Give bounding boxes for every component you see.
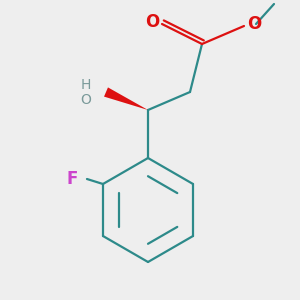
Polygon shape [104,87,148,110]
Text: F: F [66,170,78,188]
Text: H: H [81,78,91,92]
Text: O: O [81,93,92,107]
Text: O: O [145,13,159,31]
Text: O: O [247,15,261,33]
